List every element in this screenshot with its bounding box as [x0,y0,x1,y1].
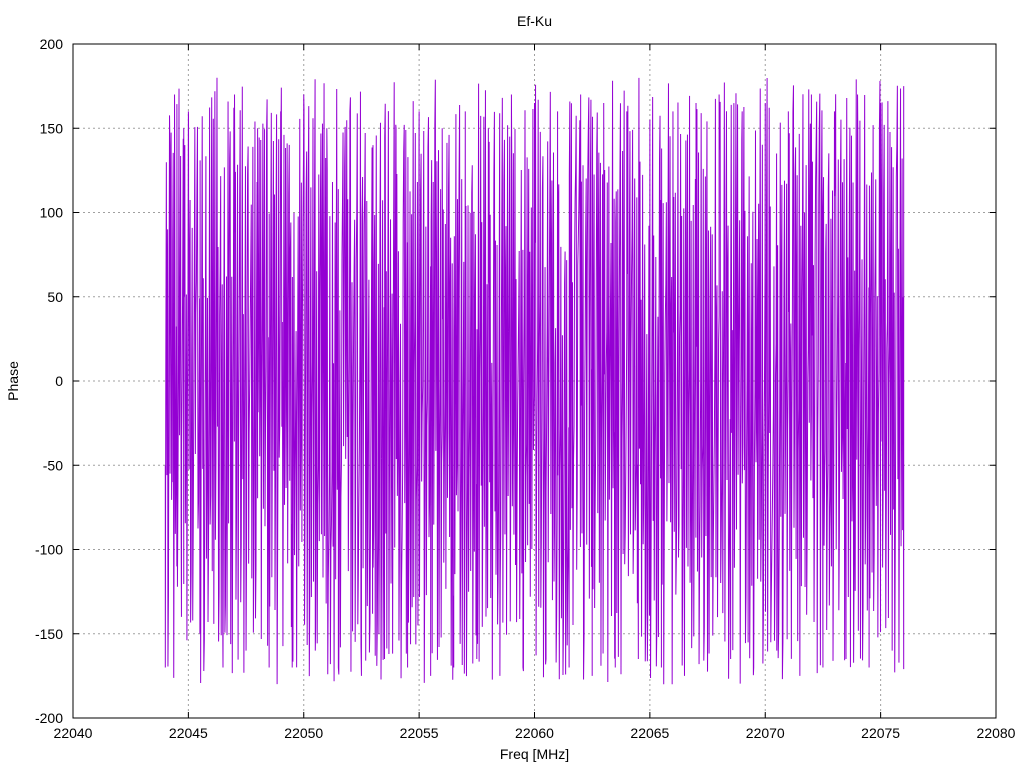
x-tick-label: 22070 [746,725,785,741]
x-tick-label: 22055 [400,725,439,741]
y-tick-label: -200 [35,710,63,726]
x-tick-label: 22050 [284,725,323,741]
y-tick-label: 200 [40,36,64,52]
ticks: 22040 22045 22050 22055 22060 22065 22070 22075… [35,36,1016,741]
y-tick-label: -100 [35,542,63,558]
y-tick-label: 150 [40,120,64,136]
x-tick-label: 22060 [515,725,554,741]
x-tick-label: 22045 [169,725,208,741]
chart-title: Ef-Ku [517,13,552,29]
x-tick-label: 22075 [861,725,900,741]
y-tick-label: -150 [35,626,63,642]
y-tick-label: -50 [43,457,63,473]
x-tick-label: 22080 [977,725,1016,741]
y-axis-title: Phase [5,361,21,401]
phase-series-line [164,77,905,685]
series-layer [164,77,905,685]
y-tick-label: 0 [55,373,63,389]
x-axis-title: Freq [MHz] [500,746,569,762]
x-tick-label: 22065 [630,725,669,741]
y-tick-label: 50 [47,289,63,305]
x-tick-label: 22040 [54,725,93,741]
y-tick-label: 100 [40,205,64,221]
